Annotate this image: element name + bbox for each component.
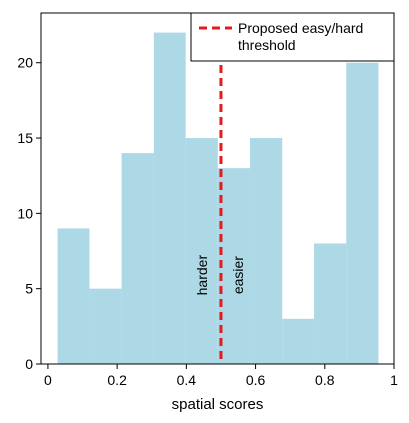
y-axis-ticks: 0 5 10 15 20 <box>17 55 41 372</box>
histogram-bar-3 <box>153 32 186 365</box>
bars-layer <box>57 32 379 365</box>
x-tick-label-4: 0.8 <box>315 372 335 388</box>
y-tick-label-0: 0 <box>25 356 33 372</box>
histogram-bar-4 <box>185 138 218 364</box>
legend-box <box>190 12 395 62</box>
histogram-bar-6 <box>250 138 283 364</box>
x-axis-title: spatial scores <box>172 396 264 413</box>
annotation-harder: harder <box>194 255 210 296</box>
histogram-bar-0 <box>57 228 90 364</box>
y-tick-label-2: 10 <box>17 205 33 221</box>
x-tick-label-5: 1 <box>390 372 398 388</box>
annotation-easier: easier <box>230 256 246 294</box>
histogram-bar-9 <box>346 62 379 364</box>
y-tick-label-3: 15 <box>17 130 33 146</box>
y-tick-label-1: 5 <box>25 281 33 297</box>
histogram-bar-2 <box>121 153 154 364</box>
legend-label-threshold-line2: threshold <box>238 37 296 53</box>
x-axis-ticks: 0 0.2 0.4 0.6 0.8 1 <box>44 364 398 388</box>
x-tick-label-2: 0.4 <box>177 372 197 388</box>
x-tick-label-0: 0 <box>44 372 52 388</box>
histogram-bar-5 <box>217 168 251 364</box>
x-tick-label-1: 0.2 <box>107 372 127 388</box>
histogram-bar-1 <box>89 288 122 364</box>
x-tick-label-3: 0.6 <box>246 372 266 388</box>
histogram-bar-8 <box>314 243 347 364</box>
legend-label-threshold-line1: Proposed easy/hard <box>238 20 363 36</box>
legend: Proposed easy/hard threshold <box>190 12 395 62</box>
y-tick-label-4: 20 <box>17 55 33 71</box>
histogram-bar-7 <box>282 318 315 364</box>
